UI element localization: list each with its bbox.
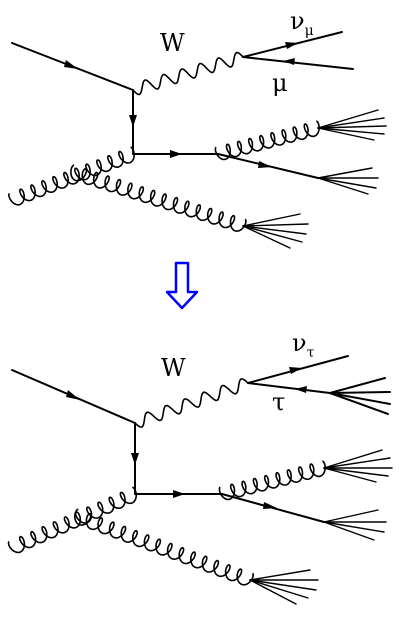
bottom-jet-middle [323,509,387,541]
top-incoming-quark-arrow [64,60,78,69]
bottom-radiated-gluon [218,460,326,501]
bottom-tau-jet [329,377,391,415]
bottom-w-boson-wavy-line [134,378,249,428]
bottom-neutrino-subscript: τ [307,345,315,361]
bottom-jet-upper [323,449,393,483]
bottom-diagram: W ντ τ [7,329,393,605]
top-neutrino-subscript: μ [305,23,314,39]
bottom-jet-lower [249,569,319,605]
bottom-outgoing-quark-arrow [263,502,277,509]
top-muon-label: μ [272,69,288,97]
bottom-tau-label: τ [272,388,285,416]
top-vertical-quark-arrow [129,115,137,127]
bottom-tau-line [247,382,331,394]
bottom-lower-gluon [74,508,255,586]
top-outgoing-quark-arrow [258,161,272,168]
top-jet-middle [317,167,379,195]
top-diagram: W νμ μ [7,7,387,249]
bottom-incoming-quark-arrow [66,390,80,400]
top-horizontal-quark-arrow [170,150,182,158]
bottom-w-boson-label: W [161,354,186,382]
top-lower-gluon [70,164,247,232]
bottom-neutrino-label: ντ [292,329,315,361]
bottom-incoming-gluon [7,486,137,554]
top-neutrino-label: νμ [290,7,314,39]
top-incoming-gluon [7,146,136,206]
bottom-horizontal-quark-arrow [173,490,185,498]
top-muon-arrow [283,58,295,65]
bottom-vertical-quark-arrow [131,453,139,465]
top-jet-lower [242,213,309,249]
top-neutrino-arrow [285,42,298,49]
top-jet-upper [317,109,387,141]
top-w-boson-wavy-line [132,51,244,96]
top-radiated-gluon [214,120,320,161]
top-w-boson-label: W [160,29,185,57]
top-muon-line [242,56,354,70]
bottom-neutrino-arrow [289,367,302,374]
transition-arrow-icon [165,261,199,310]
bottom-tau-arrow [295,386,307,393]
